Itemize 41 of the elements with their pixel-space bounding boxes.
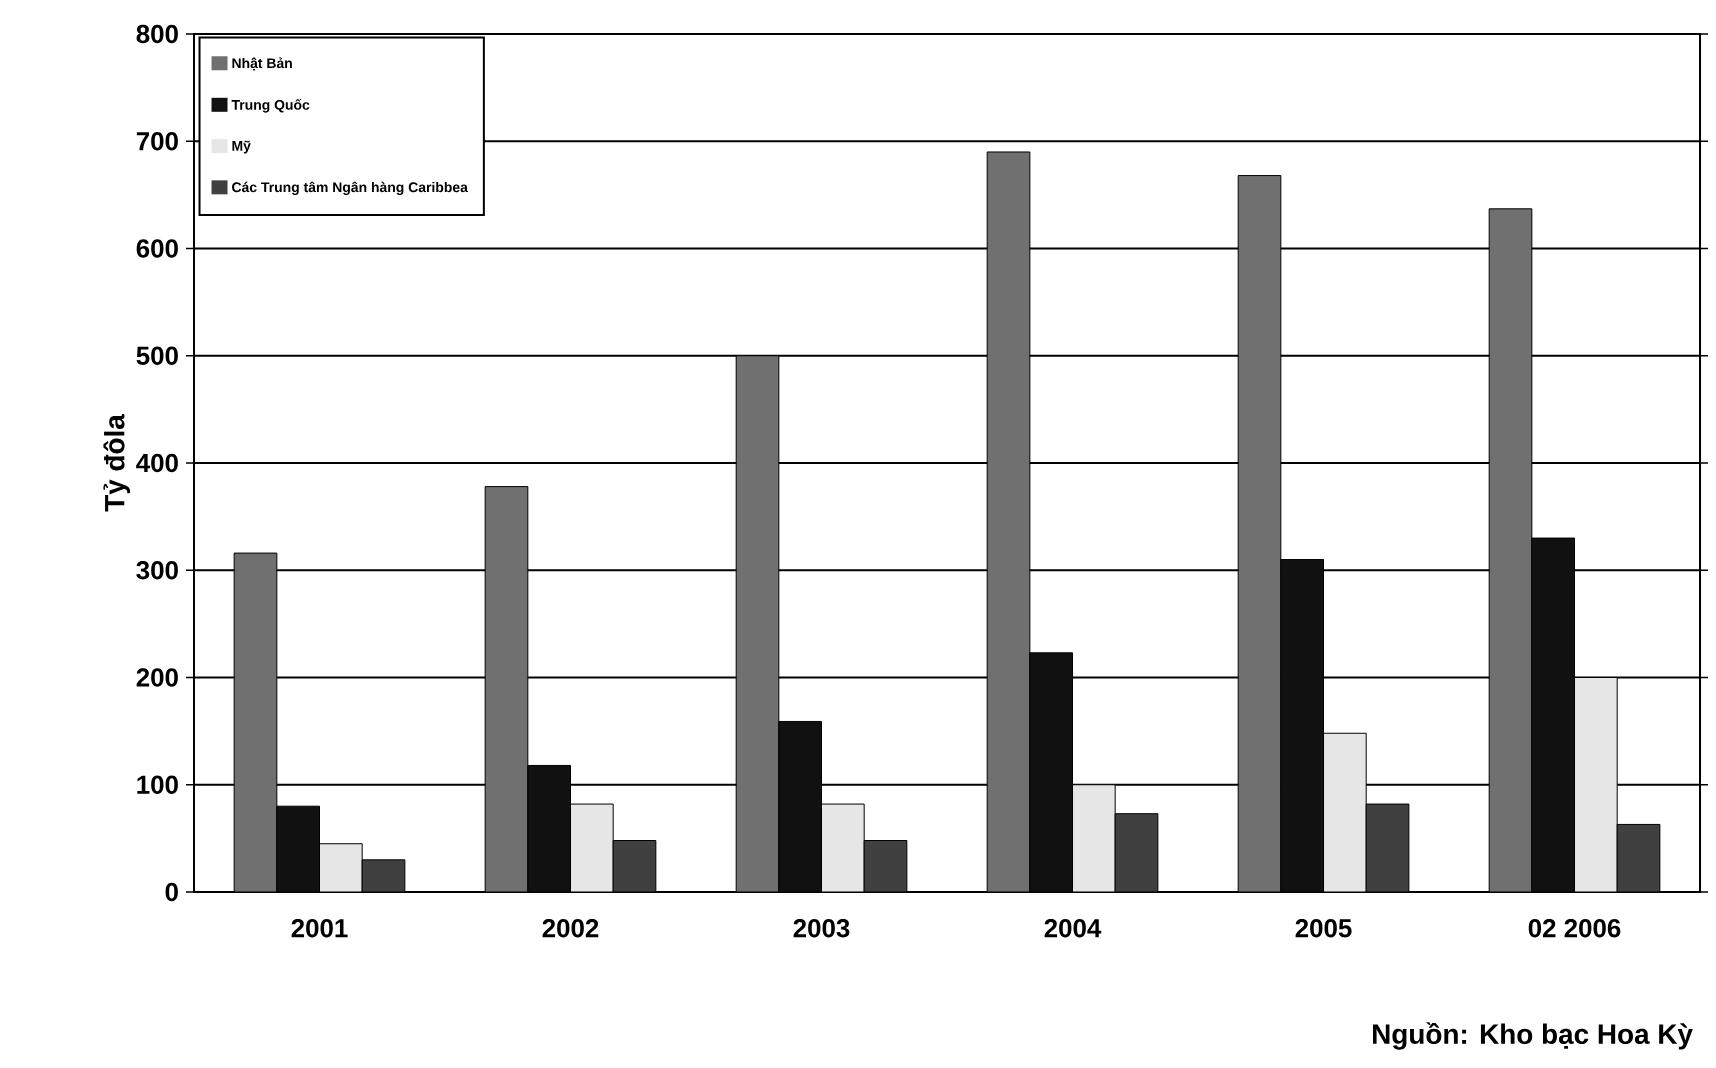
bar bbox=[1029, 652, 1073, 892]
bar bbox=[1365, 803, 1410, 892]
bar bbox=[778, 720, 823, 892]
bar bbox=[735, 355, 780, 892]
y-tick-label: 200 bbox=[136, 668, 178, 687]
bar bbox=[612, 840, 657, 892]
bar bbox=[987, 151, 1030, 892]
x-tick-label: 02 2006 bbox=[1528, 919, 1621, 938]
y-tick-label: 400 bbox=[136, 453, 178, 473]
text: Nguồn: Kho bạc Hoa Kỳ bbox=[1373, 1022, 1693, 1050]
x-tick-label: 2005 bbox=[1295, 919, 1352, 938]
bar bbox=[821, 803, 865, 892]
x-tick-label: 2004 bbox=[1044, 919, 1102, 938]
bar bbox=[1531, 537, 1576, 892]
bar bbox=[527, 764, 572, 892]
y-tick-label: 100 bbox=[137, 775, 178, 794]
y-tick-label: 300 bbox=[136, 561, 178, 580]
bar bbox=[484, 486, 529, 892]
bar bbox=[863, 840, 908, 892]
bar bbox=[233, 552, 278, 892]
bar bbox=[1237, 175, 1282, 892]
bar bbox=[1072, 784, 1116, 892]
y-axis-title: Tỷ đôla bbox=[103, 414, 131, 512]
x-tick-label: 2001 bbox=[291, 919, 348, 938]
y-tick-label: 800 bbox=[136, 24, 178, 44]
y-tick-label: 0 bbox=[165, 882, 178, 902]
bar bbox=[1115, 813, 1158, 892]
y-tick-label: 500 bbox=[136, 346, 178, 365]
x-tick-label: 2002 bbox=[542, 919, 599, 938]
bar bbox=[1574, 677, 1618, 892]
bar bbox=[1488, 208, 1533, 892]
x-tick-label: 2003 bbox=[793, 919, 850, 938]
bar bbox=[276, 805, 320, 892]
bar bbox=[361, 859, 406, 892]
bar bbox=[570, 803, 614, 892]
bar bbox=[1280, 559, 1325, 892]
y-tick-label: 600 bbox=[136, 239, 178, 258]
bar bbox=[1616, 823, 1661, 892]
bar bbox=[319, 843, 363, 892]
y-tick-label: 700 bbox=[136, 132, 178, 151]
bar bbox=[1323, 732, 1367, 892]
